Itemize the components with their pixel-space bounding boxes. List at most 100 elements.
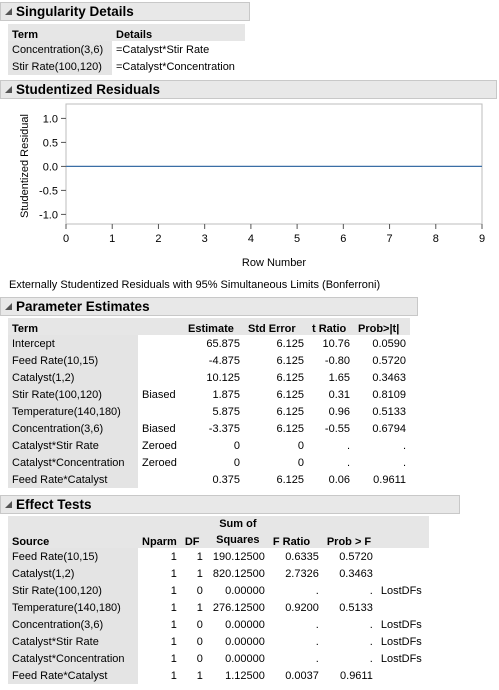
table-row: Concentration(3,6) =Catalyst*Stir Rate <box>8 41 245 58</box>
x-tick-label: 6 <box>340 233 346 245</box>
nparm-cell: 1 <box>170 669 177 682</box>
std-error-cell: 6.125 <box>276 422 304 435</box>
column-header-term: Term <box>8 318 138 335</box>
term-cell: Catalyst*Stir Rate <box>8 437 138 454</box>
y-tick-label: 0.0 <box>43 161 58 173</box>
f-ratio-cell: . <box>315 618 319 631</box>
column-header-prob-f: Prob > F <box>322 516 377 548</box>
studentized-residuals-title: Studentized Residuals <box>16 82 161 97</box>
note-cell <box>138 369 184 386</box>
source-cell: Stir Rate(100,120) <box>8 582 138 599</box>
std-error-cell: 6.125 <box>276 354 304 367</box>
source-cell: Temperature(140,180) <box>8 599 138 616</box>
singularity-table: Term Details Concentration(3,6) =Catalyst… <box>8 24 245 75</box>
note-cell <box>138 352 184 369</box>
term-cell: Temperature(140,180) <box>8 403 138 420</box>
t-ratio-cell: -0.55 <box>324 422 350 435</box>
studentized-residuals-chart[interactable]: 0 1 2 3 4 5 6 7 8 9 1.0 0.5 0.0 -0.5 -1.0 Studentized… <box>0 100 499 275</box>
estimate-cell: 0.375 <box>212 473 240 486</box>
std-error-cell: 6.125 <box>276 405 304 418</box>
estimate-cell: 0 <box>233 456 240 469</box>
column-header-nparm: Nparm <box>138 516 181 548</box>
table-row: Catalyst*Stir Rate 1 0 0.00000.. LostDFs <box>8 633 429 650</box>
term-cell: Concentration(3,6) <box>8 41 112 58</box>
studentized-residuals-header[interactable]: Studentized Residuals <box>0 80 497 99</box>
x-tick-label: 3 <box>202 233 208 245</box>
y-axis-label: Studentized Residual <box>19 114 31 218</box>
estimate-cell: -3.375 <box>208 422 240 435</box>
df-cell: 1 <box>196 601 203 614</box>
t-ratio-cell: 1.65 <box>328 371 350 384</box>
column-header-note <box>138 318 184 335</box>
table-row: Catalyst*Concentration 1 0 0.00000.. LostDFs <box>8 650 429 667</box>
column-header-f-ratio: F Ratio <box>268 516 323 548</box>
f-ratio-cell: 0.0037 <box>285 669 319 682</box>
effect-tests-table: Source Nparm DF Sum of Squares F Ratio P… <box>8 516 429 684</box>
prob-f-cell: 0.5133 <box>339 601 373 614</box>
sum-of-label: Sum of <box>219 518 257 530</box>
column-header-details: Details <box>112 24 245 41</box>
term-cell: Stir Rate(100,120) <box>8 386 138 403</box>
prob-f-cell: 0.3463 <box>339 567 373 580</box>
table-row: Catalyst*Concentration Zeroed 0 0.. <box>8 454 410 471</box>
disclosure-triangle-icon[interactable] <box>2 302 14 311</box>
column-header-std-error: Std Error <box>244 318 308 335</box>
y-tick-label: 1.0 <box>43 113 58 125</box>
note-cell: Biased <box>138 420 184 437</box>
table-row: Catalyst(1,2) 10.125 6.125 1.65 0.3463 <box>8 369 410 386</box>
parameter-estimates-header[interactable]: Parameter Estimates <box>0 297 418 316</box>
term-cell: Concentration(3,6) <box>8 420 138 437</box>
disclosure-triangle-icon[interactable] <box>2 85 14 94</box>
prob-t-cell: 0.5133 <box>372 405 406 418</box>
estimate-cell: 0 <box>233 439 240 452</box>
sum-of-squares-cell: 190.12500 <box>212 550 265 563</box>
note-cell: Zeroed <box>138 454 184 471</box>
residuals-caption: Externally Studentized Residuals with 95… <box>9 279 381 291</box>
prob-t-cell: 0.9611 <box>373 473 406 486</box>
t-ratio-cell: 0.06 <box>328 473 350 486</box>
note-cell <box>376 599 429 616</box>
x-tick-label: 8 <box>433 233 439 245</box>
t-ratio-cell: 0.96 <box>328 405 350 418</box>
sum-of-squares-cell: 0.00000 <box>225 635 265 648</box>
source-cell: Feed Rate(10,15) <box>8 548 138 565</box>
disclosure-triangle-icon[interactable] <box>2 7 14 16</box>
squares-label: Squares <box>216 534 260 546</box>
table-row: Concentration(3,6) Biased -3.375 6.125 -0.55… <box>8 420 410 437</box>
column-header-term: Term <box>8 24 112 41</box>
x-axis-label: Row Number <box>242 257 307 269</box>
table-row: Stir Rate(100,120) 1 0 0.00000.. LostDFs <box>8 582 429 599</box>
prob-t-cell: 0.8109 <box>372 388 406 401</box>
note-cell <box>138 335 184 352</box>
source-cell: Catalyst(1,2) <box>8 565 138 582</box>
effect-tests-header[interactable]: Effect Tests <box>0 495 460 514</box>
std-error-cell: 6.125 <box>276 388 304 401</box>
nparm-cell: 1 <box>170 618 177 631</box>
nparm-cell: 1 <box>170 601 177 614</box>
std-error-cell: 6.125 <box>276 473 304 486</box>
std-error-cell: 0 <box>297 439 304 452</box>
x-tick-label: 7 <box>386 233 392 245</box>
nparm-cell: 1 <box>170 635 177 648</box>
estimate-cell: 5.875 <box>212 405 240 418</box>
singularity-details-header[interactable]: Singularity Details <box>0 2 250 21</box>
df-cell: 0 <box>196 635 203 648</box>
nparm-cell: 1 <box>170 567 177 580</box>
sum-of-squares-cell: 0.00000 <box>225 584 265 597</box>
table-row: Feed Rate(10,15) 1 1 190.12500 0.6335 0.5720 <box>8 548 429 565</box>
column-header-df: DF <box>180 516 207 548</box>
t-ratio-cell: . <box>346 439 350 452</box>
prob-t-cell: 0.0590 <box>372 337 406 350</box>
estimate-cell: 65.875 <box>206 337 240 350</box>
prob-t-cell: . <box>402 456 406 469</box>
disclosure-triangle-icon[interactable] <box>2 500 14 509</box>
t-ratio-cell: . <box>346 456 350 469</box>
table-row: Feed Rate(10,15) -4.875 6.125 -0.80 0.5720 <box>8 352 410 369</box>
table-row: Concentration(3,6) 1 0 0.00000.. LostDFs <box>8 616 429 633</box>
term-cell: Catalyst*Concentration <box>8 454 138 471</box>
std-error-cell: 6.125 <box>276 371 304 384</box>
df-cell: 0 <box>196 584 203 597</box>
parameter-estimates-table: Term Estimate Std Error t Ratio Prob>|t|… <box>8 318 410 488</box>
sum-of-squares-cell: 0.00000 <box>225 618 265 631</box>
nparm-cell: 1 <box>170 584 177 597</box>
